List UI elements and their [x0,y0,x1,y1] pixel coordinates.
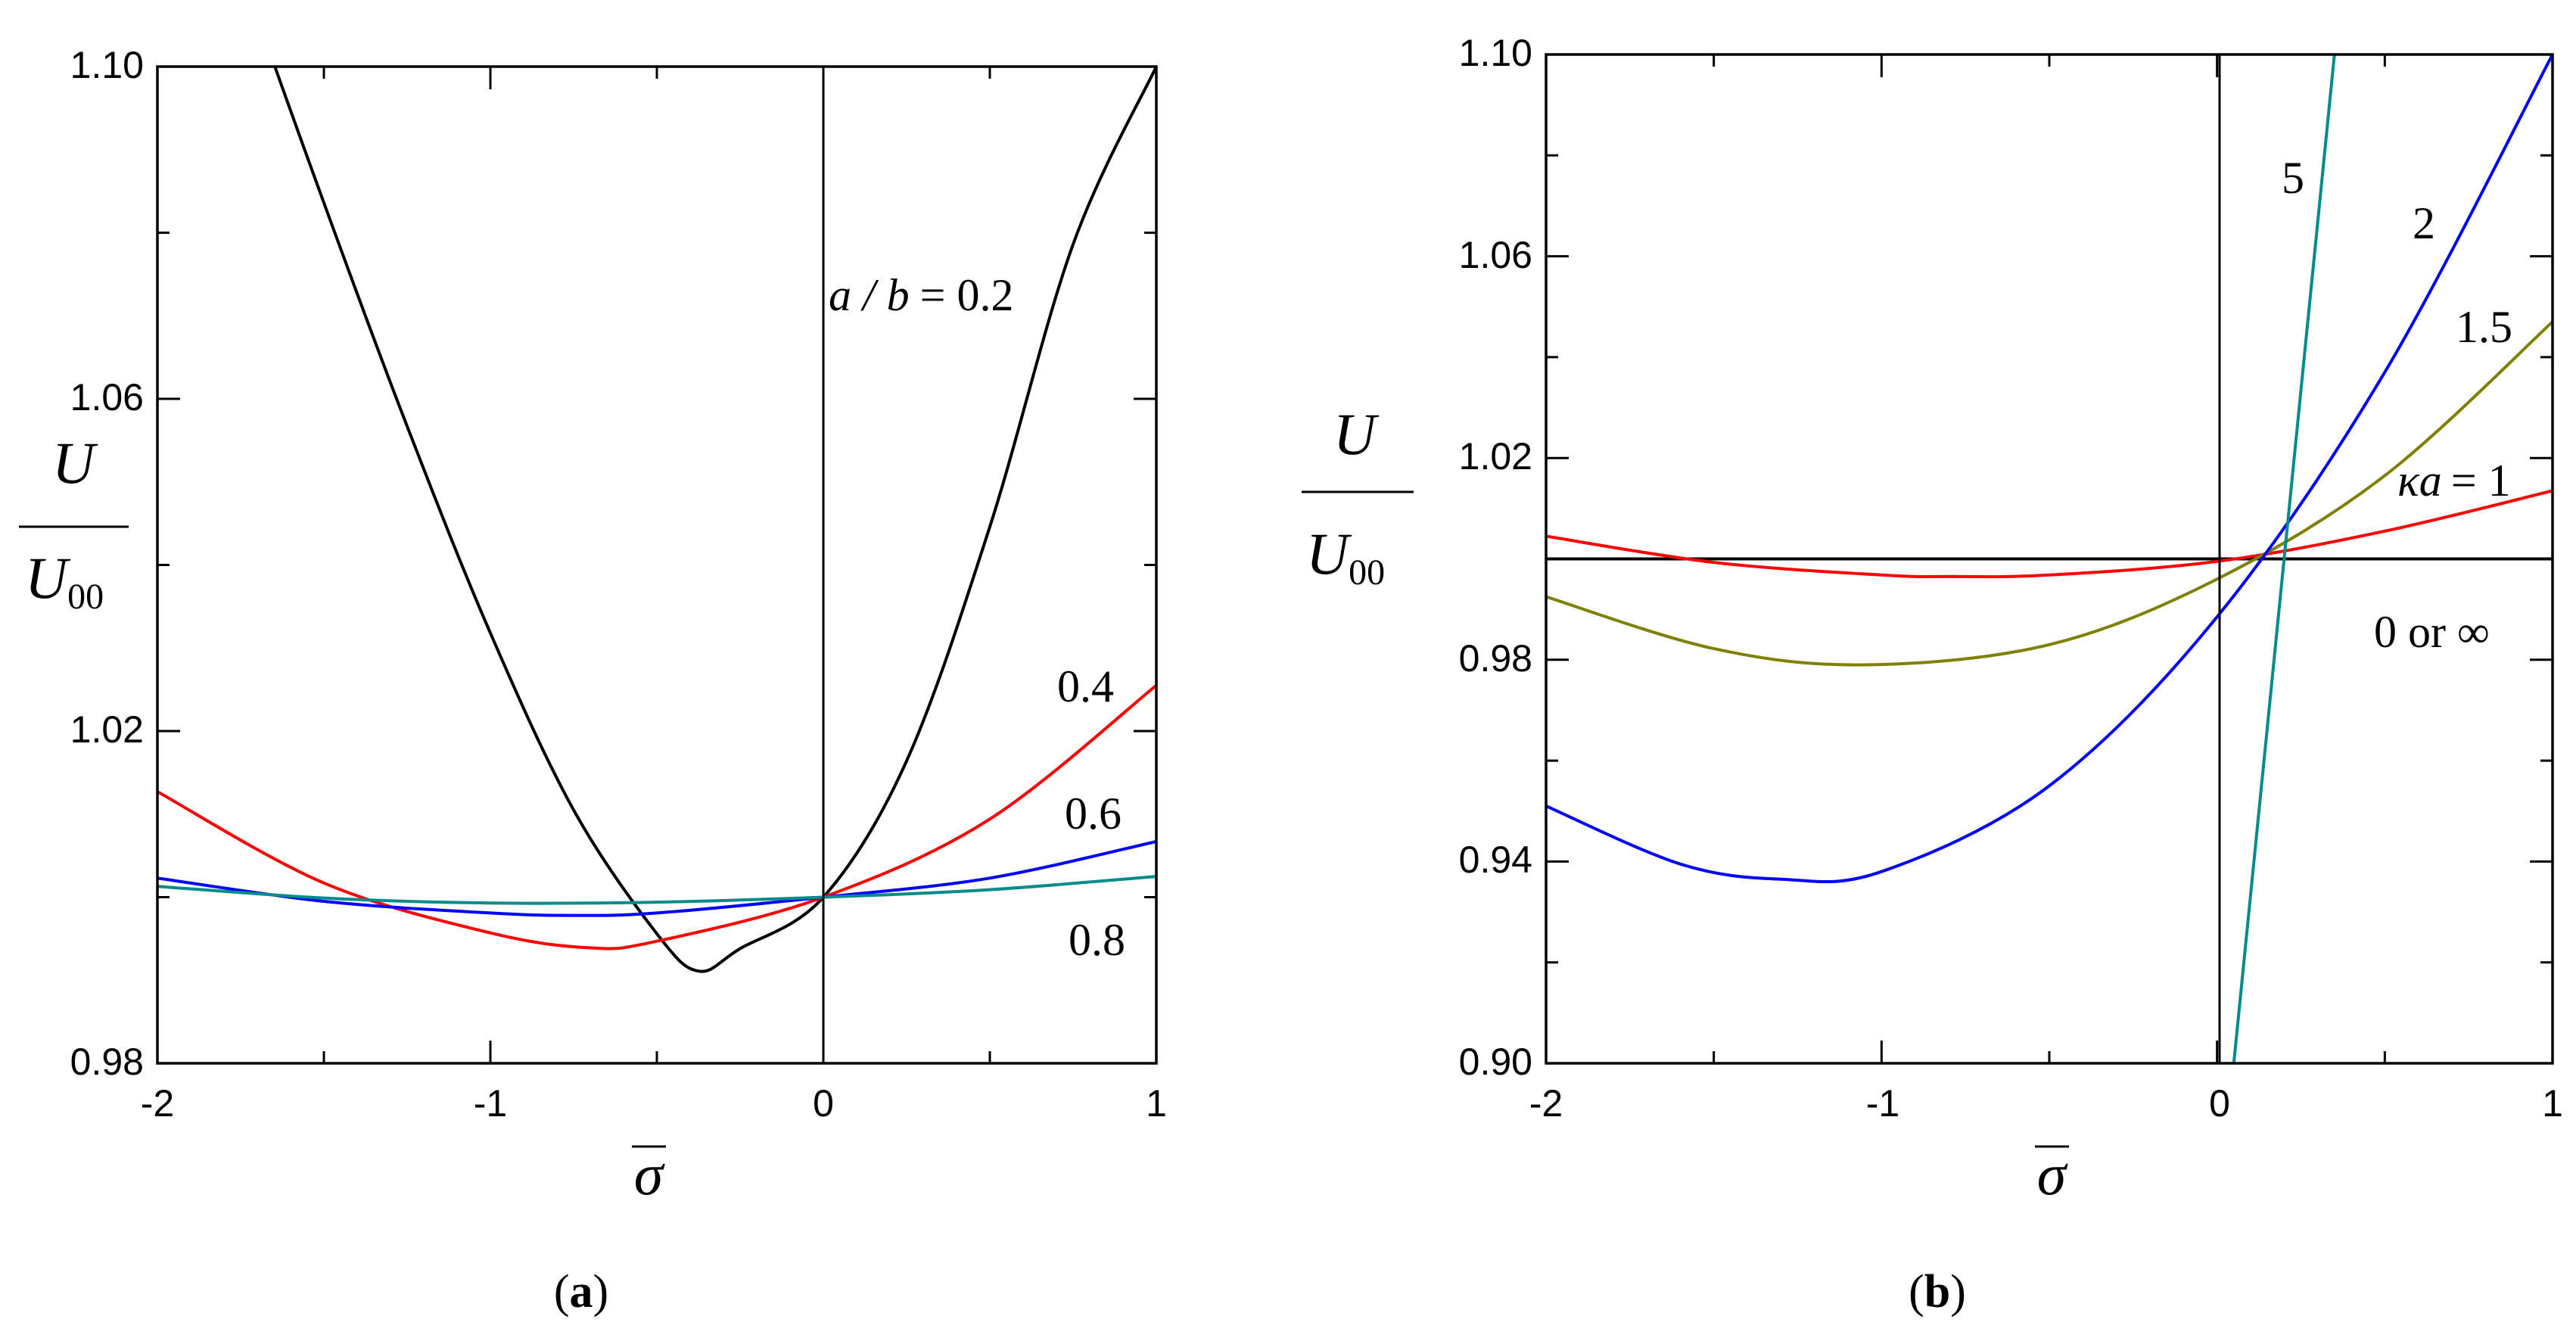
panel-a-xtick-label: 1 [1146,1082,1167,1125]
panel-b-ylabel-denominator: U00 [1306,521,1385,593]
panel-a-param-name: a / b [829,270,910,320]
panel-b-ylabel-den-sub: 00 [1349,552,1385,593]
panel-b-param-name: κa [2397,456,2442,506]
panel-b-ytick-label: 0.90 [1459,1041,1532,1083]
panel-b-series-label-ka1-text: = 1 [2451,456,2511,506]
panel-a-xlabel-text: σ [634,1141,665,1207]
panel-b-ylabel: U U00 [1302,401,1414,593]
panel-b-xtick-label: -2 [1529,1082,1563,1125]
panel-b-ytick-label: 1.06 [1459,234,1532,276]
panel-b-ylabel-den-u: U [1306,521,1352,587]
panel-a-xlabel: σ [632,1141,666,1207]
panel-a-series-label-0.2-text: = 0.2 [920,270,1014,320]
panel-b-series-label-0-or-inf: 0 or ∞ [2374,607,2490,657]
panel-b-ytick-label: 0.94 [1459,839,1532,881]
panel-a-ylabel-numerator: U [52,430,98,496]
panel-b: 0.90 0.94 0.98 1.02 1.06 1.10 -2 -1 0 1 … [1302,32,2563,1318]
panel-a-ytick-label: 1.10 [70,44,144,86]
panel-b-xtick-label: 1 [2542,1082,2563,1125]
panel-a-ticks [156,65,1158,1065]
panel-a-ylabel: U U00 [19,430,129,617]
panel-b-series-label-ka1: κa = 1 [2397,456,2511,506]
panel-a-ytick-label: 1.06 [70,376,144,419]
panel-b-series-line-3 [1546,54,2553,884]
panel-a-ylabel-den-u: U [25,545,71,611]
panel-b-caption: (b) [1909,1266,1966,1318]
panel-a-caption: (a) [554,1266,608,1318]
panel-a-xtick-label: -2 [141,1082,174,1125]
panel-b-xtick-label: -1 [1866,1082,1899,1125]
panel-b-xlabel-text: σ [2037,1141,2068,1207]
panel-a-series-label-0.8: 0.8 [1069,915,1125,965]
panel-b-curves [1546,54,2553,1063]
panel-a-ylabel-denominator: U00 [25,545,104,617]
panel-a-ytick-label: 0.98 [70,1041,144,1083]
panel-a-series-line-3 [157,875,1156,905]
panel-a-series-line-2 [157,840,1156,917]
panel-b-ticks [1545,53,2554,1065]
panel-a: 0.98 1.02 1.06 1.10 -2 -1 0 1 σ U U00 a … [19,44,1167,1318]
panel-b-series-line-2 [1546,320,2553,667]
panel-a-ylabel-den-sub: 00 [67,577,104,617]
panel-a-curves [157,67,1156,973]
panel-a-ytick-label: 1.02 [70,708,144,751]
panel-a-series-label-0.4: 0.4 [1057,661,1114,711]
panel-b-ylabel-numerator: U [1333,401,1380,467]
panel-a-caption-letter: a [570,1266,593,1318]
panel-a-series-label-0.6: 0.6 [1065,789,1122,839]
panel-b-series-label-1.5: 1.5 [2456,302,2512,352]
panel-a-xtick-label: 0 [813,1082,834,1125]
panel-a-series-line-0 [273,67,1156,973]
panel-b-ytick-label: 0.98 [1459,637,1532,680]
panel-a-series-label-0.2: a / b = 0.2 [829,270,1014,320]
panel-a-xtick-label: -1 [474,1082,507,1125]
panel-a-series-line-1 [157,684,1156,951]
panel-b-series-line-1 [1546,489,2553,579]
panel-b-ytick-label: 1.10 [1459,32,1532,74]
panel-b-caption-letter: b [1924,1266,1950,1318]
panel-b-xtick-label: 0 [2209,1082,2230,1125]
panel-b-series-line-4 [2232,54,2336,1063]
panel-b-ytick-label: 1.02 [1459,435,1532,478]
panel-b-series-label-2: 2 [2413,198,2435,248]
panel-b-series-label-5: 5 [2282,153,2304,203]
panel-b-xlabel: σ [2035,1141,2069,1207]
